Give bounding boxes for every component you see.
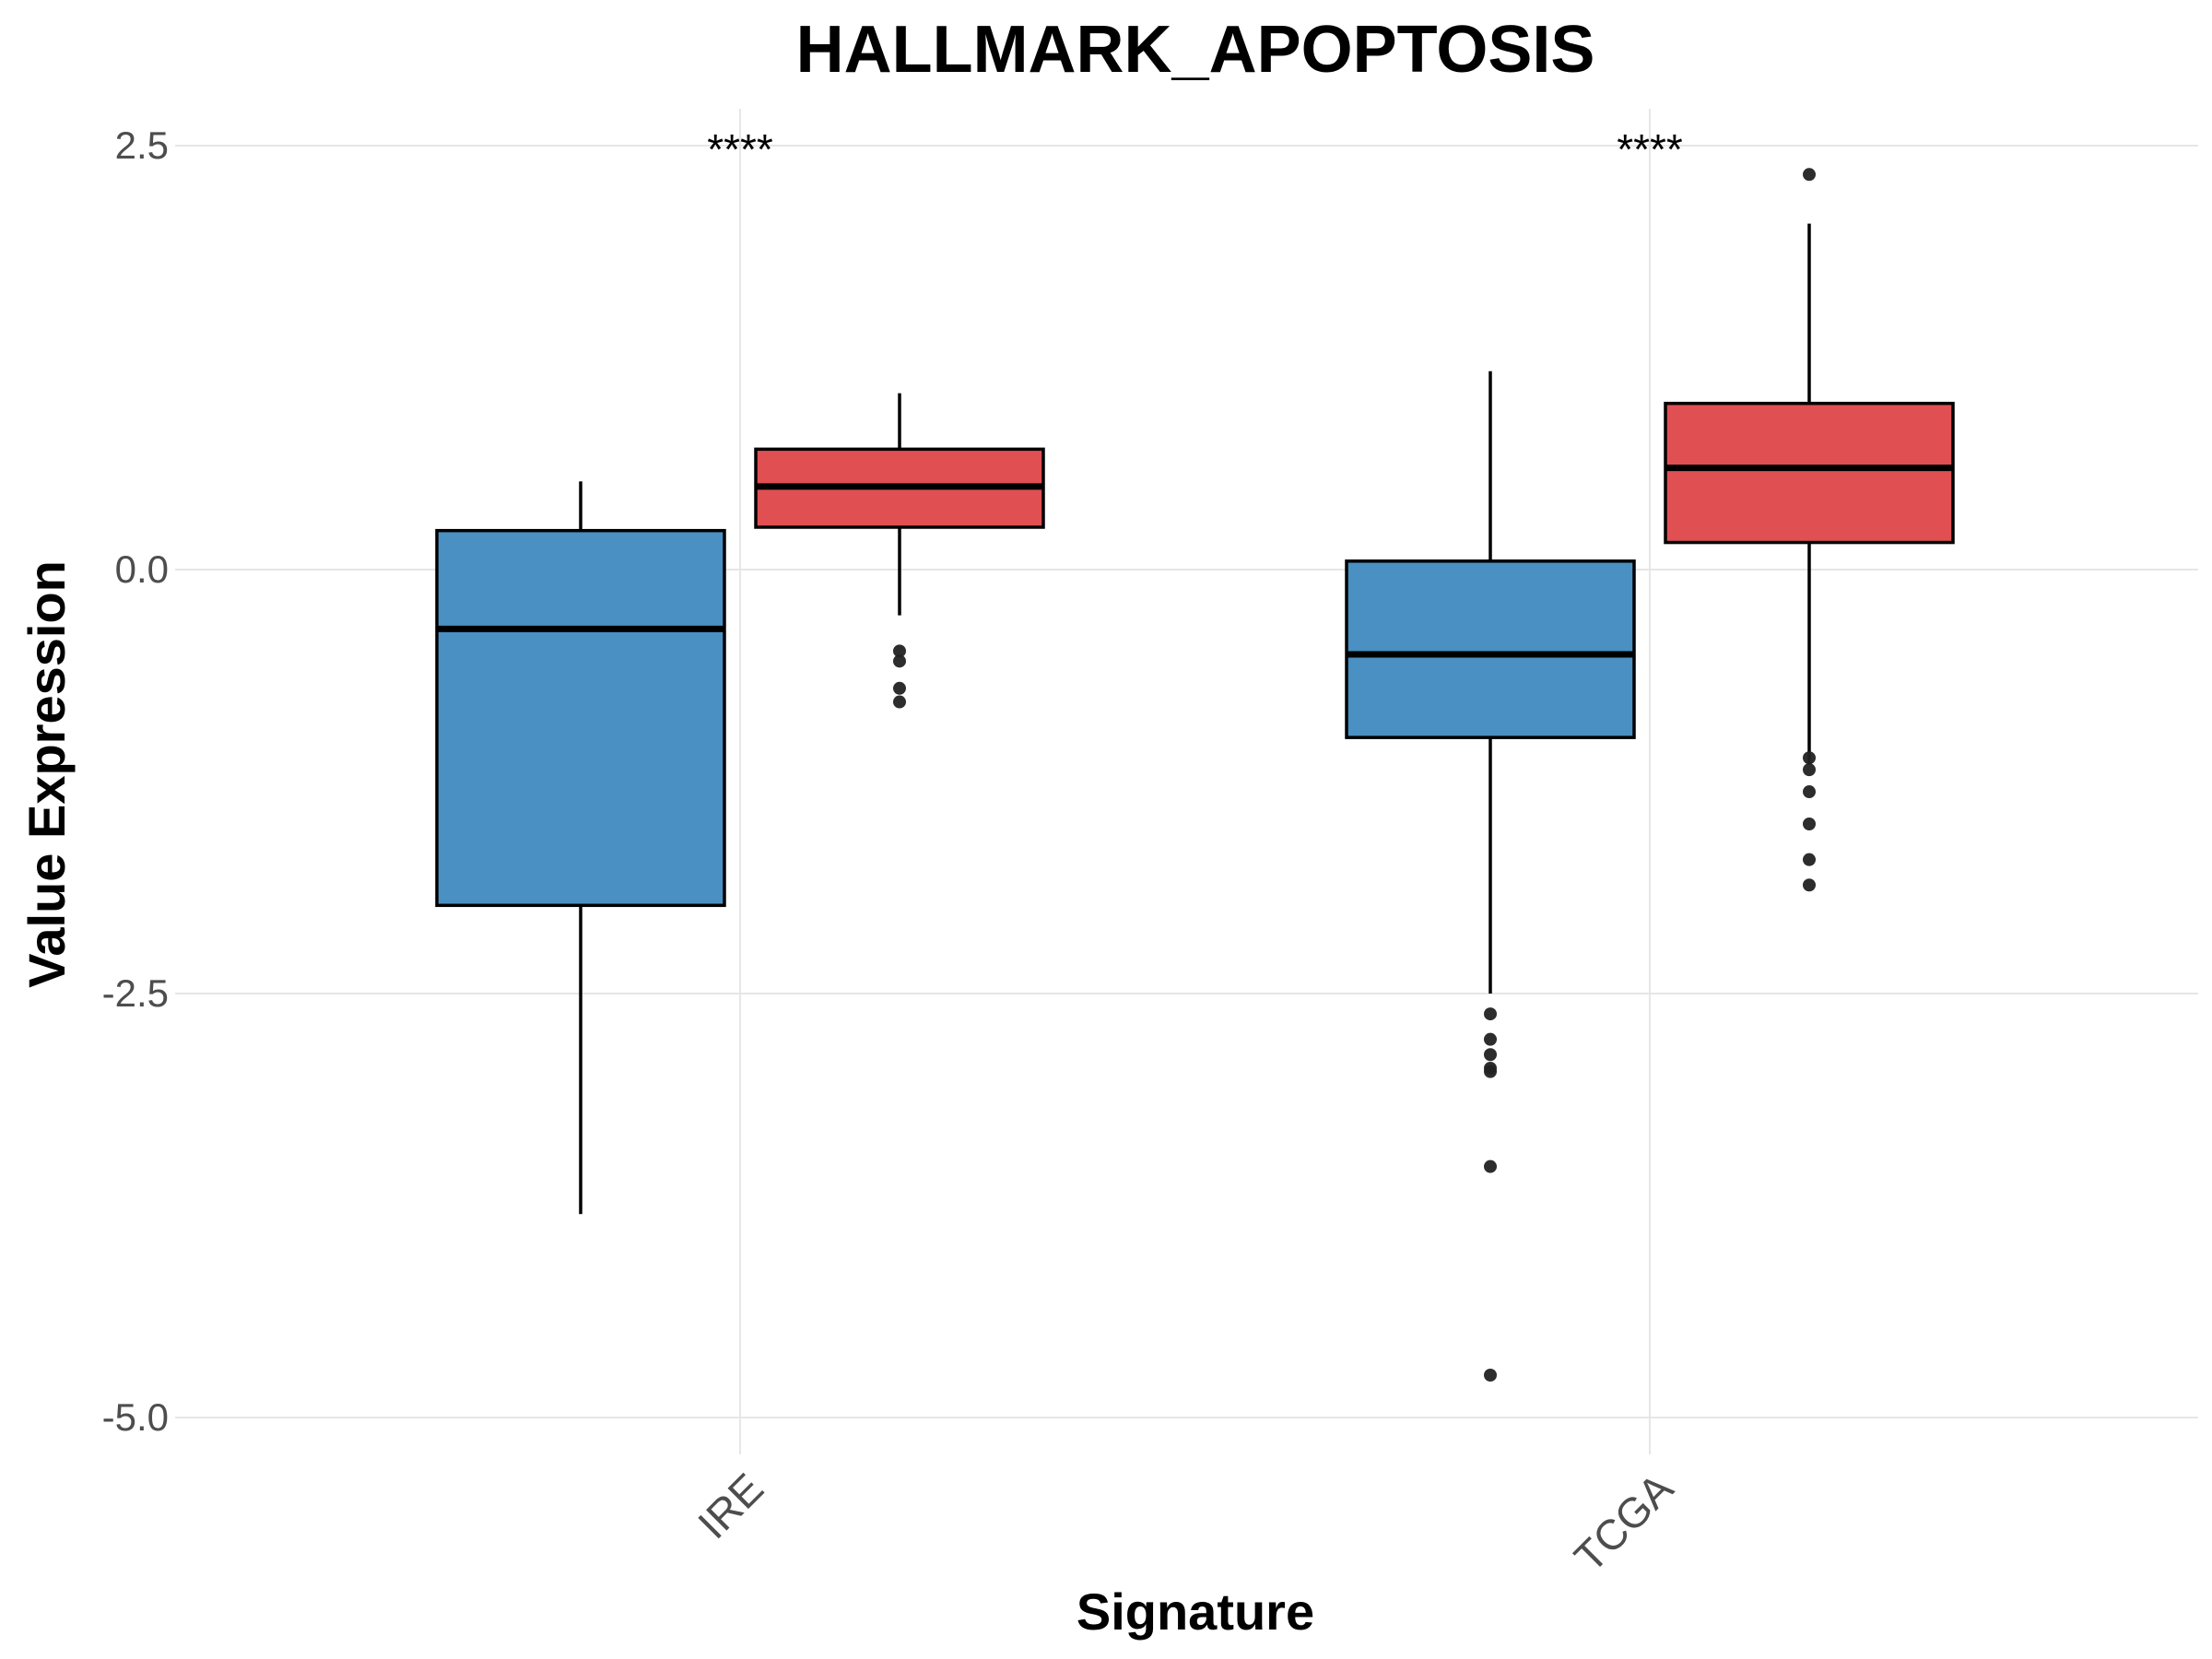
outlier-point bbox=[1803, 785, 1816, 799]
outlier-point bbox=[893, 644, 906, 658]
y-tick-label: 2.5 bbox=[115, 124, 169, 167]
box-group bbox=[1345, 371, 1636, 1382]
outlier-point bbox=[893, 654, 906, 668]
boxes bbox=[435, 168, 1955, 1382]
x-tick-label: IRE bbox=[688, 1464, 772, 1547]
outlier-point bbox=[1484, 1159, 1497, 1173]
y-tick-label: 0.0 bbox=[115, 547, 169, 591]
outlier-point bbox=[1484, 1007, 1497, 1021]
x-axis-title: Signature bbox=[1077, 1583, 1314, 1641]
box-group bbox=[435, 481, 726, 1215]
box-rect bbox=[1345, 559, 1636, 739]
outlier-point bbox=[893, 695, 906, 709]
box-group bbox=[1664, 168, 1955, 892]
outlier-point bbox=[1803, 818, 1816, 830]
outlier-point bbox=[893, 681, 906, 695]
y-axis-title: Value Expression bbox=[18, 560, 76, 988]
significance-label: **** bbox=[707, 125, 773, 173]
significance-label: **** bbox=[1617, 125, 1683, 173]
outlier-point bbox=[1803, 751, 1816, 765]
outlier-point bbox=[1803, 763, 1816, 777]
y-tick-label: -5.0 bbox=[102, 1395, 169, 1439]
box-rect bbox=[435, 528, 726, 908]
y-tick-label: -2.5 bbox=[102, 971, 169, 1015]
box-group bbox=[754, 393, 1045, 709]
outlier-point bbox=[1484, 1048, 1497, 1062]
outlier-point bbox=[1484, 1032, 1497, 1046]
outlier-point bbox=[1484, 1065, 1497, 1078]
significance-annotations: **** **** bbox=[707, 125, 1683, 173]
outlier-point bbox=[1803, 878, 1816, 892]
box-rect bbox=[1664, 401, 1955, 545]
outlier-point bbox=[1803, 853, 1816, 866]
x-tick-label: TCGA bbox=[1565, 1464, 1682, 1581]
outlier-point bbox=[1484, 1369, 1497, 1382]
outlier-point bbox=[1803, 168, 1816, 182]
axes: 2.5 0.0 -2.5 -5.0 IRE TCGA bbox=[102, 124, 1683, 1581]
chart-title: HALLMARK_APOPTOSIS bbox=[796, 13, 1595, 87]
